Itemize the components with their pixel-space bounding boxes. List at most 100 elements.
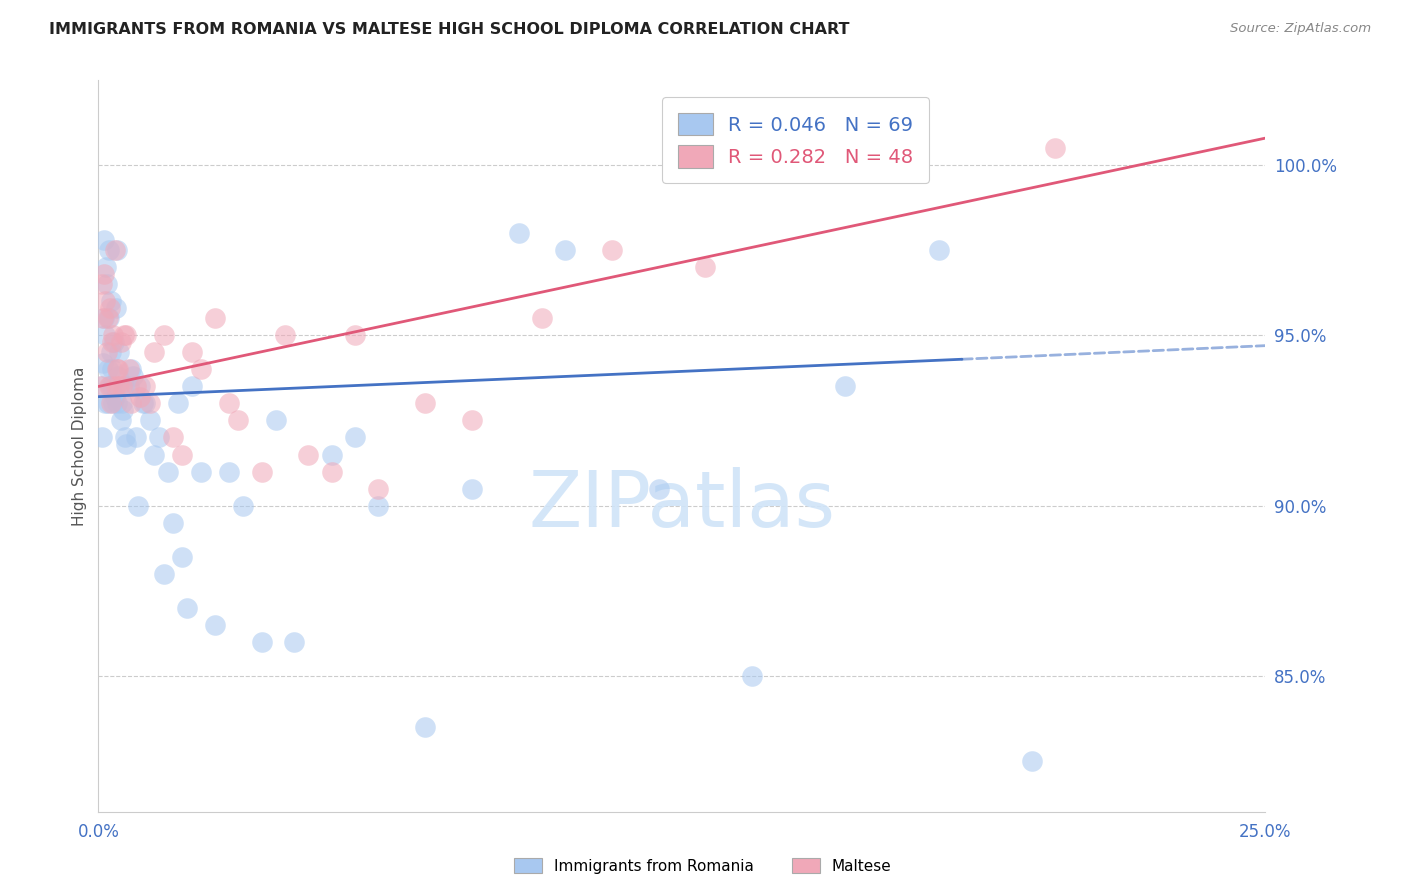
Point xyxy=(111,403,134,417)
Point xyxy=(461,482,484,496)
Point xyxy=(283,634,305,648)
Point xyxy=(110,413,132,427)
Point xyxy=(413,396,436,410)
Point xyxy=(96,260,118,275)
Point xyxy=(232,499,254,513)
Legend: R = 0.046   N = 69, R = 0.282   N = 48: R = 0.046 N = 69, R = 0.282 N = 48 xyxy=(662,97,929,183)
Point xyxy=(120,362,142,376)
Point xyxy=(180,345,202,359)
Point xyxy=(115,437,138,451)
Point xyxy=(103,328,125,343)
Point xyxy=(115,328,138,343)
Point xyxy=(143,345,166,359)
Point xyxy=(321,465,343,479)
Text: ZIPatlas: ZIPatlas xyxy=(529,467,835,542)
Point xyxy=(104,244,127,258)
Point xyxy=(90,379,112,393)
Point xyxy=(204,311,226,326)
Point xyxy=(90,379,112,393)
Point xyxy=(218,465,240,479)
Point xyxy=(250,465,273,479)
Point xyxy=(105,379,128,393)
Point xyxy=(91,356,114,370)
Point xyxy=(162,430,184,444)
Point xyxy=(132,396,155,410)
Point xyxy=(157,465,180,479)
Point xyxy=(1021,754,1043,768)
Text: IMMIGRANTS FROM ROMANIA VS MALTESE HIGH SCHOOL DIPLOMA CORRELATION CHART: IMMIGRANTS FROM ROMANIA VS MALTESE HIGH … xyxy=(49,22,849,37)
Point xyxy=(100,396,122,410)
Point xyxy=(834,379,856,393)
Point xyxy=(114,430,136,444)
Point xyxy=(105,244,128,258)
Point xyxy=(111,396,134,410)
Point xyxy=(367,499,389,513)
Point xyxy=(190,362,212,376)
Point xyxy=(461,413,484,427)
Point xyxy=(695,260,717,275)
Point xyxy=(104,390,127,404)
Point xyxy=(97,311,120,326)
Point xyxy=(120,396,142,410)
Point xyxy=(180,379,202,393)
Point xyxy=(218,396,240,410)
Point xyxy=(118,379,141,393)
Point xyxy=(204,617,226,632)
Point xyxy=(108,379,131,393)
Point xyxy=(600,244,623,258)
Point xyxy=(1045,141,1067,155)
Point xyxy=(94,328,117,343)
Point xyxy=(97,362,120,376)
Point xyxy=(122,369,145,384)
Point xyxy=(134,379,156,393)
Point xyxy=(264,413,287,427)
Point xyxy=(94,294,117,309)
Point xyxy=(110,335,132,350)
Point xyxy=(104,301,127,316)
Point xyxy=(344,430,367,444)
Point xyxy=(91,311,114,326)
Point xyxy=(97,396,120,410)
Point xyxy=(98,311,121,326)
Legend: Immigrants from Romania, Maltese: Immigrants from Romania, Maltese xyxy=(508,852,898,880)
Point xyxy=(125,430,148,444)
Point xyxy=(162,516,184,530)
Point xyxy=(97,379,120,393)
Point xyxy=(166,396,188,410)
Point xyxy=(97,244,120,258)
Point xyxy=(129,379,152,393)
Point xyxy=(152,328,174,343)
Point xyxy=(274,328,297,343)
Point xyxy=(129,390,152,404)
Point xyxy=(367,482,389,496)
Point xyxy=(111,379,134,393)
Point xyxy=(100,294,122,309)
Point xyxy=(108,345,131,359)
Point xyxy=(93,267,115,281)
Point xyxy=(228,413,250,427)
Point xyxy=(508,227,530,241)
Point xyxy=(112,328,135,343)
Point xyxy=(91,277,114,292)
Point xyxy=(172,448,194,462)
Point xyxy=(139,413,162,427)
Point xyxy=(100,345,122,359)
Point xyxy=(93,233,115,247)
Point xyxy=(190,465,212,479)
Point xyxy=(101,362,124,376)
Point xyxy=(344,328,367,343)
Text: Source: ZipAtlas.com: Source: ZipAtlas.com xyxy=(1230,22,1371,36)
Point xyxy=(152,566,174,581)
Point xyxy=(647,482,669,496)
Point xyxy=(112,379,135,393)
Point xyxy=(413,720,436,734)
Point xyxy=(127,499,149,513)
Point xyxy=(98,379,121,393)
Point xyxy=(105,396,128,410)
Point xyxy=(107,369,129,384)
Point xyxy=(96,277,118,292)
Point xyxy=(530,311,553,326)
Point xyxy=(101,335,124,350)
Point xyxy=(98,301,121,316)
Point xyxy=(554,244,576,258)
